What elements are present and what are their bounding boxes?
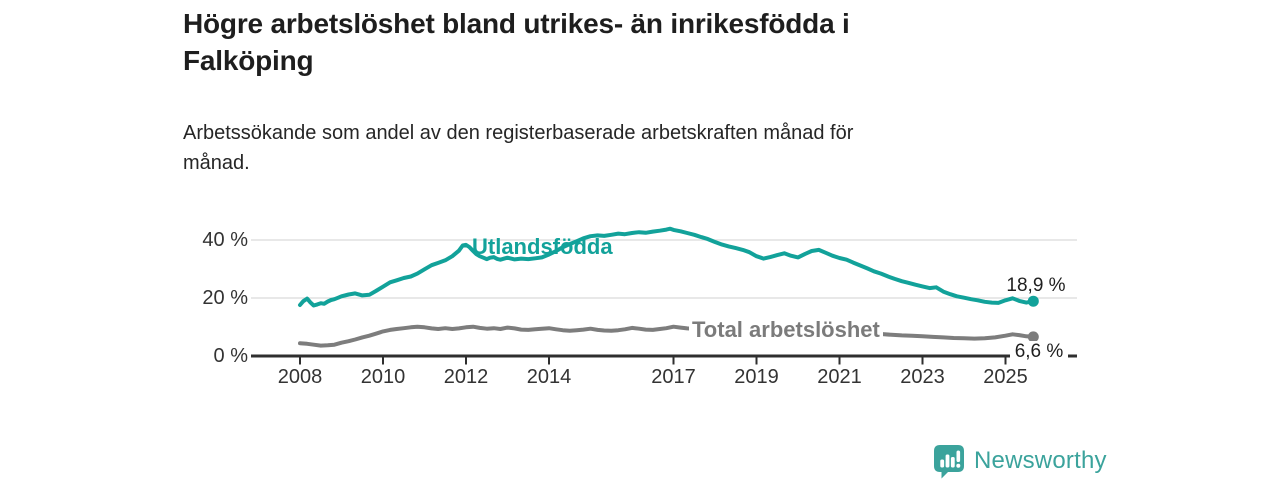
utlandsf-dda-line <box>298 226 1036 308</box>
total-arbetsl-shet-end-dot <box>1027 331 1039 343</box>
end-value-label-total: 6,6 % <box>1010 341 1068 363</box>
y-tick-label-40: 40 % <box>202 229 248 251</box>
chart-subtitle: Arbetssökande som andel av den registerb… <box>183 118 1083 178</box>
x-tick-label-2012: 2012 <box>443 366 489 388</box>
x-tick-label-2023: 2023 <box>900 366 945 388</box>
x-tick-label-2025: 2025 <box>983 366 1028 388</box>
total-arbetsl-shet-line <box>298 324 1036 348</box>
newsworthy-brand-name: Newsworthy <box>974 447 1107 474</box>
y-tick-label-20: 20 % <box>202 287 248 309</box>
newsworthy-logo[interactable]: Newsworthy <box>933 444 1107 478</box>
x-tick-label-2008: 2008 <box>277 366 323 388</box>
x-tick-label-2019: 2019 <box>734 366 779 388</box>
end-value-label-utlandsfodda: 18,9 % <box>1006 275 1066 296</box>
series-label-utlandsfodda: Utlandsfödda <box>472 234 613 259</box>
chart-title-line2: Falköping <box>183 45 314 76</box>
newsworthy-chart-speech-bubble-icon <box>933 444 965 479</box>
x-tick-label-2021: 2021 <box>817 366 862 388</box>
chart-subtitle-line2: månad. <box>183 152 250 174</box>
chart-title-line1: Högre arbetslöshet bland utrikes- än inr… <box>183 8 850 39</box>
utlandsf-dda-end-dot <box>1027 295 1039 307</box>
chart-title: Högre arbetslöshet bland utrikes- än inr… <box>183 5 1083 79</box>
y-tick-label-0: 0 % <box>213 345 248 367</box>
chart-subtitle-line1: Arbetssökande som andel av den registerb… <box>183 122 854 144</box>
x-tick-label-2014: 2014 <box>526 366 572 388</box>
x-tick-label-2017: 2017 <box>651 366 696 388</box>
x-tick-label-2010: 2010 <box>360 366 406 388</box>
series-label-total-arbetsloshet: Total arbetslöshet <box>689 317 883 343</box>
